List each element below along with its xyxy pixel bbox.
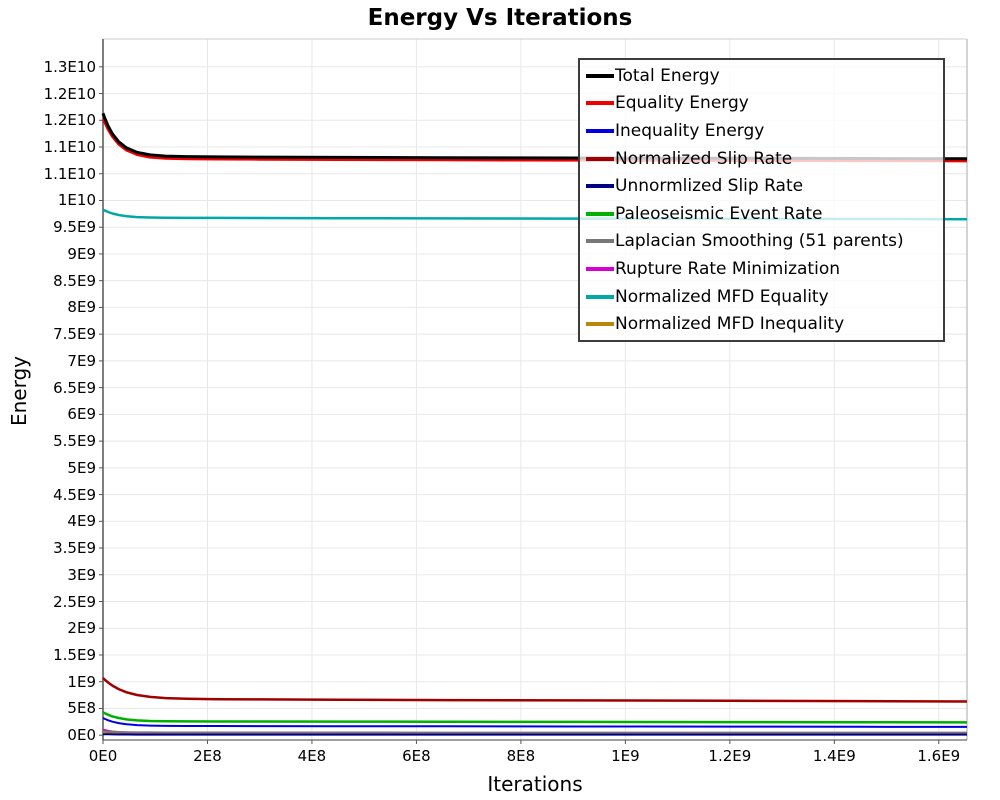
legend-swatch-normalized-mfd-inequality: [586, 322, 614, 327]
y-tick-label: 1.1E10: [43, 164, 96, 183]
y-tick-label: 9E9: [67, 244, 96, 263]
y-tick-label: 7.5E9: [53, 325, 96, 344]
legend-swatch-equality-energy: [586, 101, 614, 106]
legend-swatch-rupture-rate-minimization: [586, 266, 614, 271]
legend-label-normalized-mfd-inequality: Normalized MFD Inequality: [615, 314, 845, 335]
legend-label-laplacian-smoothing: Laplacian Smoothing (51 parents): [615, 231, 904, 252]
legend-swatch-paleoseismic-event-rate: [586, 211, 614, 216]
x-tick-label: 0E0: [88, 747, 118, 765]
y-tick-label: 1E10: [57, 191, 96, 210]
y-tick-label: 6.5E9: [53, 378, 96, 397]
legend-swatch-inequality-energy: [586, 128, 614, 133]
y-tick-label: 3E9: [67, 565, 96, 584]
x-tick-label: 8E8: [506, 747, 536, 765]
y-tick-label: 8.5E9: [53, 271, 96, 290]
y-tick-label: 5.5E9: [53, 432, 96, 451]
y-tick-label: 6E9: [67, 405, 96, 424]
legend-swatch-normalized-mfd-equality: [586, 294, 614, 299]
y-tick-label: 1.2E10: [43, 111, 96, 130]
legend-swatch-normalized-slip-rate: [586, 156, 614, 161]
legend-row-laplacian-smoothing: Laplacian Smoothing (51 parents): [586, 228, 943, 256]
y-tick-label: 1.2E10: [43, 84, 96, 103]
y-tick-label: 1.1E10: [43, 138, 96, 156]
series-line-normalized-slip-rate: [102, 677, 968, 703]
x-tick-label: 4E8: [297, 747, 327, 765]
legend-row-normalized-mfd-inequality: Normalized MFD Inequality: [586, 310, 943, 338]
x-tick-label: 1.4E9: [812, 747, 856, 765]
x-tick-label: 1.2E9: [708, 747, 752, 765]
legend-row-equality-energy: Equality Energy: [586, 90, 943, 118]
legend-label-inequality-energy: Inequality Energy: [615, 120, 765, 141]
y-tick-label: 2.5E9: [53, 592, 96, 611]
legend-swatch-laplacian-smoothing: [586, 239, 614, 244]
y-tick-label: 9.5E9: [53, 218, 96, 237]
series-line-paleoseismic-event-rate: [102, 711, 968, 724]
legend-row-paleoseismic-event-rate: Paleoseismic Event Rate: [586, 200, 943, 228]
legend-label-equality-energy: Equality Energy: [615, 93, 749, 114]
legend-row-rupture-rate-minimization: Rupture Rate Minimization: [586, 255, 943, 283]
y-tick-label: 4.5E9: [53, 485, 96, 504]
x-tick-label: 1.6E9: [917, 747, 961, 765]
y-tick-label: 5E8: [67, 699, 96, 718]
legend-label-total-energy: Total Energy: [615, 65, 720, 86]
x-tick-label: 2E8: [193, 747, 222, 765]
legend-row-inequality-energy: Inequality Energy: [586, 117, 943, 145]
chart-title: Energy Vs Iterations: [367, 5, 633, 31]
series-line-inequality-energy: [102, 717, 968, 728]
y-axis-label: Energy: [7, 355, 31, 427]
legend-label-unnormalized-slip-rate: Unnormlized Slip Rate: [615, 176, 804, 197]
legend-label-rupture-rate-minimization: Rupture Rate Minimization: [615, 258, 840, 279]
y-tick-label: 5E9: [67, 458, 96, 477]
y-tick-label: 7E9: [67, 351, 96, 370]
y-tick-label: 1.5E9: [53, 645, 96, 664]
y-tick-label: 8E9: [67, 298, 96, 317]
y-tick-label: 1E9: [67, 672, 96, 691]
y-tick-label: 2E9: [67, 619, 96, 638]
x-tick-label: 6E8: [402, 747, 431, 765]
y-tick-label: 0E0: [67, 726, 96, 745]
y-tick-label: 3.5E9: [53, 539, 96, 558]
x-tick-label: 1E9: [611, 747, 640, 765]
x-axis-label: Iterations: [487, 772, 583, 796]
y-tick-label: 4E9: [67, 512, 96, 531]
legend: Total Energy Equality Energy Inequality En…: [578, 58, 945, 342]
legend-row-unnormalized-slip-rate: Unnormlized Slip Rate: [586, 172, 943, 200]
legend-row-normalized-mfd-equality: Normalized MFD Equality: [586, 283, 943, 311]
legend-swatch-total-energy: [586, 73, 614, 78]
series-line-laplacian-smoothing: [102, 730, 967, 734]
legend-row-normalized-slip-rate: Normalized Slip Rate: [586, 145, 943, 173]
legend-swatch-unnormalized-slip-rate: [586, 184, 614, 189]
legend-label-paleoseismic-event-rate: Paleoseismic Event Rate: [615, 203, 823, 224]
legend-label-normalized-mfd-equality: Normalized MFD Equality: [615, 286, 829, 307]
legend-row-total-energy: Total Energy: [586, 62, 943, 90]
y-tick-label: 1.3E10: [43, 57, 96, 76]
legend-label-normalized-slip-rate: Normalized Slip Rate: [615, 148, 793, 169]
